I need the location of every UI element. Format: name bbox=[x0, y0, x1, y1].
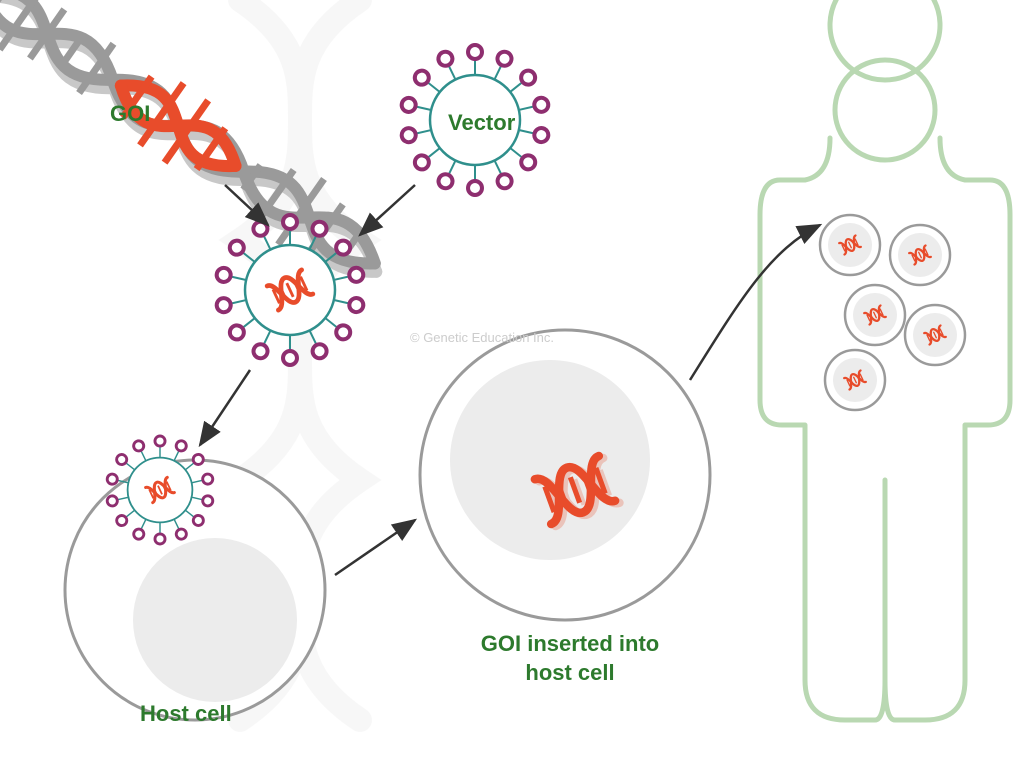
host-cell bbox=[65, 436, 325, 720]
watermark-text: © Genetic Education Inc. bbox=[410, 330, 554, 345]
goi-in-host-cell bbox=[420, 330, 710, 620]
goi-inserted-label: GOI inserted into host cell bbox=[470, 630, 670, 687]
vector-label: Vector bbox=[448, 109, 515, 138]
goi-label: GOI bbox=[110, 100, 150, 129]
human-outline bbox=[760, 0, 1010, 720]
host-cell-label: Host cell bbox=[140, 700, 232, 729]
